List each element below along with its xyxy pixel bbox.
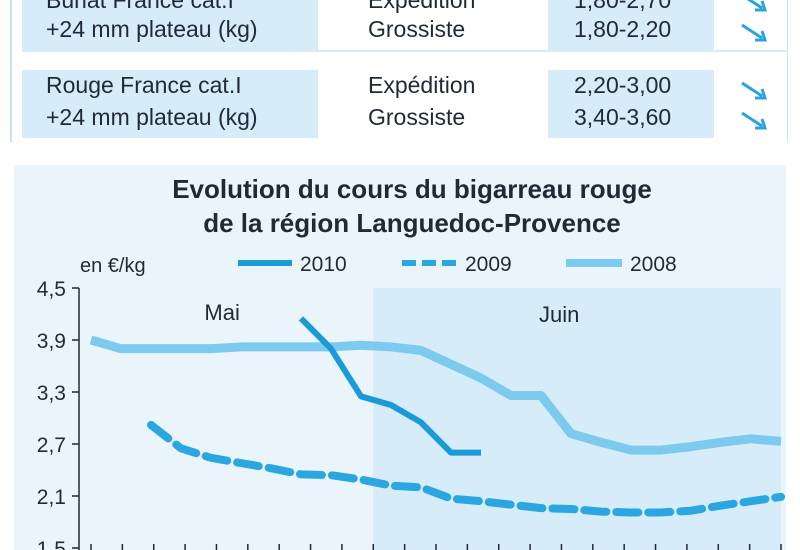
y-tick-label: 4,5 — [37, 278, 66, 301]
y-tick-label: 3,9 — [37, 330, 66, 353]
legend-label-2008: 2008 — [630, 253, 677, 276]
legend-label-2010: 2010 — [300, 253, 347, 276]
month-label-juin: Juin — [539, 302, 579, 327]
chart-title-line-1: Evolution du cours du bigarreau rouge — [172, 174, 652, 204]
arrow-down-right-icon — [746, 0, 768, 12]
arrow-down-right-icon — [741, 23, 768, 42]
month-label-mai: Mai — [204, 300, 239, 325]
table-left-rule — [10, 0, 12, 142]
y-tick-label: 2,1 — [37, 486, 66, 509]
price-range: 3,40-3,60 — [574, 104, 672, 130]
price-table: Burlat France cat.I +24 mm plateau (kg) … — [0, 0, 800, 142]
stage-label: Expédition — [368, 72, 476, 98]
chart-title-line-2: de la région Languedoc-Provence — [203, 208, 621, 238]
series-line-2009 — [147, 420, 785, 517]
price-range: 2,20-3,00 — [574, 72, 672, 98]
series-line-2008 — [89, 335, 782, 455]
product-name: Burlat France cat.I — [46, 0, 234, 13]
product-spec: +24 mm plateau (kg) — [46, 104, 258, 130]
product-name: Rouge France cat.I — [46, 72, 242, 98]
price-range: 1,80-2,20 — [574, 16, 672, 42]
product-cell-bg — [22, 0, 318, 50]
table-right-rule — [787, 0, 788, 142]
product-cell-bg — [22, 70, 318, 138]
row-separator — [22, 50, 788, 52]
product-spec: +24 mm plateau (kg) — [46, 16, 258, 42]
y-tick-label: 3,3 — [37, 382, 66, 405]
stage-label: Expédition — [368, 0, 476, 13]
stage-label: Grossiste — [368, 104, 466, 130]
arrow-down-right-icon — [741, 111, 768, 130]
stage-label: Grossiste — [368, 16, 466, 42]
arrow-down-right-icon — [741, 81, 768, 100]
y-tick-label: 2,7 — [37, 434, 66, 457]
price-cell-bg — [548, 70, 714, 138]
legend-label-2009: 2009 — [465, 253, 512, 276]
y-tick-label: 1,5 — [37, 538, 66, 550]
y-axis-label: en €/kg — [80, 255, 146, 277]
price-cell-bg — [548, 0, 714, 50]
price-range: 1,80-2,70 — [574, 0, 672, 13]
series-line-2010 — [298, 316, 481, 456]
